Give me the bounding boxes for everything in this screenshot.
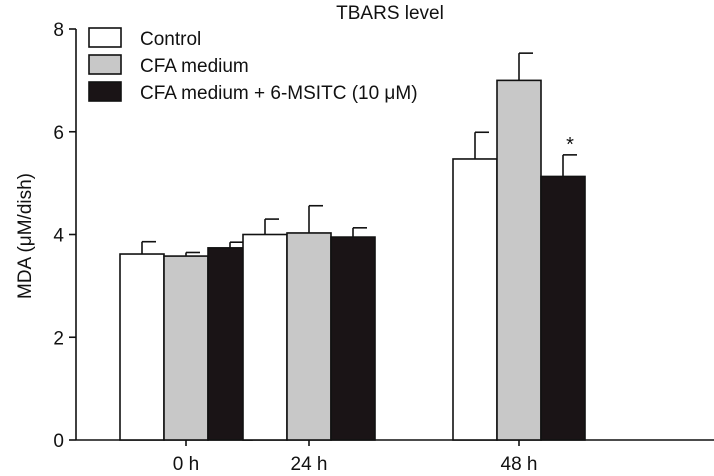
y-tick-label: 0 [53, 431, 64, 452]
y-tick-label: 8 [53, 20, 64, 41]
y-axis-label: MDA (μM/dish) [15, 173, 36, 299]
y-tick-label: 4 [53, 226, 64, 247]
legend-label: CFA medium [140, 56, 249, 77]
x-tick-label: 48 h [501, 454, 538, 475]
bar [163, 255, 209, 441]
bar [452, 158, 498, 441]
plot-area: 0 2 4 6 8 0 h 24 h 48 h * [53, 20, 714, 475]
y-tick-label: 6 [53, 123, 64, 144]
legend: Control CFA medium CFA medium + 6-MSITC (1… [88, 27, 418, 104]
y-tick-label: 2 [53, 328, 64, 349]
x-tick-label: 24 h [291, 454, 328, 475]
significance-marker: * [566, 134, 574, 156]
x-tick-label: 0 h [173, 454, 199, 475]
bar [330, 236, 376, 441]
legend-swatch [88, 27, 122, 48]
bar [286, 232, 332, 441]
legend-label: CFA medium + 6-MSITC (10 μM) [140, 83, 418, 104]
chart-title: TBARS level [336, 3, 444, 24]
bar [540, 175, 586, 441]
legend-swatch [88, 81, 122, 102]
legend-swatch [88, 54, 122, 75]
bar [119, 253, 165, 441]
bar [496, 79, 542, 441]
legend-label: Control [140, 29, 201, 50]
bar [242, 233, 288, 441]
